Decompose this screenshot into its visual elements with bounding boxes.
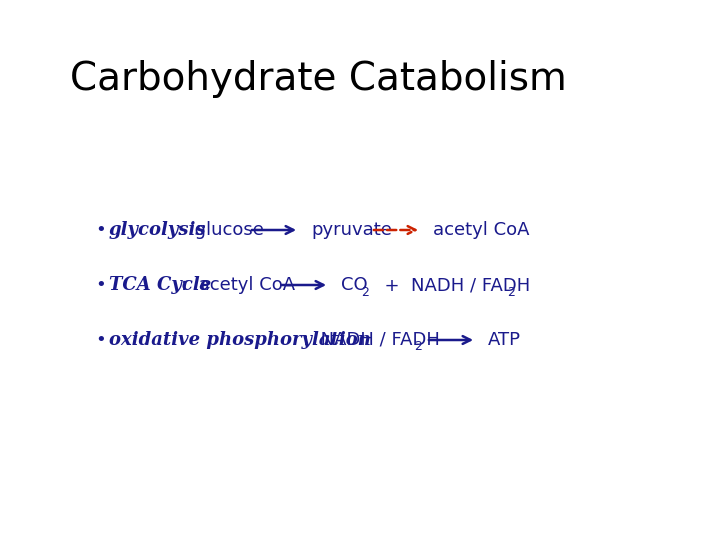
Text: ATP: ATP [488, 331, 521, 349]
Text: pyruvate: pyruvate [311, 221, 392, 239]
Text: oxidative phosphorylation: oxidative phosphorylation [109, 331, 371, 349]
Text: TCA Cycle: TCA Cycle [109, 276, 211, 294]
Text: •: • [95, 331, 106, 349]
Text: :  acetyl CoA: : acetyl CoA [181, 276, 295, 294]
Text: CO: CO [341, 276, 368, 294]
Text: 2: 2 [414, 341, 422, 354]
Text: •: • [95, 221, 106, 239]
Text: Carbohydrate Catabolism: Carbohydrate Catabolism [70, 60, 567, 98]
Text: :  NADH / FADH: : NADH / FADH [303, 331, 440, 349]
Text: +  NADH / FADH: + NADH / FADH [373, 276, 530, 294]
Text: •: • [95, 276, 106, 294]
Text: 2: 2 [361, 286, 369, 299]
Text: glycolysis: glycolysis [109, 221, 207, 239]
Text: acetyl CoA: acetyl CoA [433, 221, 529, 239]
Text: 2: 2 [507, 286, 515, 299]
Text: :  glucose: : glucose [177, 221, 264, 239]
